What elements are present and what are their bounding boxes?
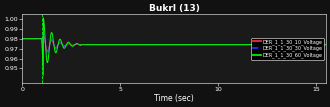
DER_1_1_30_10_Voltage	[41, 53, 45, 54]
Line: DER_1_1_30_10_Voltage: DER_1_1_30_10_Voltage	[22, 35, 326, 54]
DER_1_1_30_60_Voltage	[20, 38, 24, 39]
DER_1_1_30_60_Voltage	[262, 44, 266, 45]
DER_1_1_30_10_Voltage	[262, 44, 266, 45]
DER_1_1_30_60_Voltage	[53, 50, 57, 51]
DER_1_1_30_30_Voltage	[53, 47, 57, 48]
DER_1_1_30_10_Voltage	[61, 44, 65, 46]
DER_1_1_30_10_Voltage	[77, 44, 81, 45]
DER_1_1_30_60_Voltage	[73, 44, 77, 45]
DER_1_1_30_60_Voltage	[77, 44, 81, 45]
Legend: DER_1_1_30_10_Voltage, DER_1_1_30_30_Voltage, DER_1_1_30_60_Voltage: DER_1_1_30_10_Voltage, DER_1_1_30_30_Vol…	[251, 38, 324, 60]
DER_1_1_30_30_Voltage	[324, 44, 328, 45]
DER_1_1_30_30_Voltage	[20, 38, 24, 39]
X-axis label: Time (sec): Time (sec)	[154, 94, 194, 103]
DER_1_1_30_10_Voltage	[73, 44, 77, 45]
DER_1_1_30_30_Voltage	[73, 44, 77, 45]
DER_1_1_30_30_Voltage	[61, 45, 65, 46]
Line: DER_1_1_30_30_Voltage: DER_1_1_30_30_Voltage	[22, 32, 326, 63]
Title: Bukrl (13): Bukrl (13)	[148, 4, 199, 13]
DER_1_1_30_60_Voltage	[41, 17, 45, 19]
DER_1_1_30_10_Voltage	[20, 38, 24, 39]
DER_1_1_30_10_Voltage	[59, 43, 63, 44]
DER_1_1_30_30_Voltage	[41, 63, 45, 64]
DER_1_1_30_60_Voltage	[41, 75, 45, 76]
DER_1_1_30_10_Voltage	[324, 44, 328, 45]
Line: DER_1_1_30_60_Voltage: DER_1_1_30_60_Voltage	[22, 18, 326, 75]
DER_1_1_30_60_Voltage	[59, 41, 63, 42]
DER_1_1_30_10_Voltage	[41, 34, 45, 35]
DER_1_1_30_10_Voltage	[53, 46, 57, 47]
DER_1_1_30_60_Voltage	[324, 44, 328, 45]
DER_1_1_30_30_Voltage	[77, 44, 81, 45]
DER_1_1_30_60_Voltage	[61, 45, 65, 46]
DER_1_1_30_30_Voltage	[262, 44, 266, 45]
DER_1_1_30_30_Voltage	[41, 31, 45, 32]
DER_1_1_30_30_Voltage	[59, 42, 63, 44]
